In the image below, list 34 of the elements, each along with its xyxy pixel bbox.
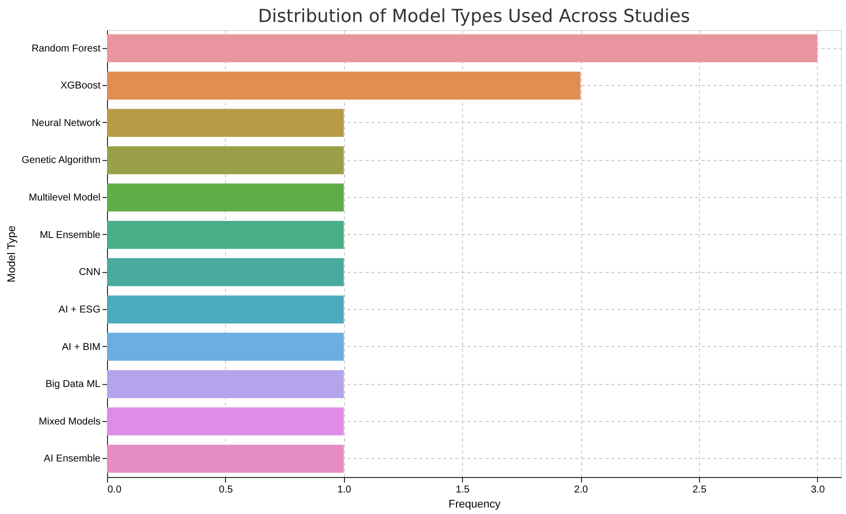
bar xyxy=(107,184,344,212)
x-axis-title: Frequency xyxy=(448,498,501,510)
bar xyxy=(107,370,344,398)
x-tick-label: 1.5 xyxy=(456,484,470,496)
bar xyxy=(107,146,344,174)
y-tick-label: Multilevel Model xyxy=(28,192,100,204)
bar xyxy=(107,444,344,473)
y-tick-label: ML Ensemble xyxy=(40,230,101,241)
y-tick-label: Neural Network xyxy=(32,118,102,129)
y-tick-label: Genetic Algorithm xyxy=(22,155,100,166)
y-tick-label: Mixed Models xyxy=(38,416,100,428)
x-tick-label: 0.5 xyxy=(218,484,234,496)
y-tick-label: AI + BIM xyxy=(62,342,100,353)
x-tick-label: 3.0 xyxy=(810,484,826,496)
y-tick-label: XGBoost xyxy=(60,80,101,92)
x-tick-label: 1.0 xyxy=(337,484,352,496)
y-tick-label: AI Ensemble xyxy=(44,454,101,465)
bar xyxy=(107,220,344,249)
y-axis-title: Model Type xyxy=(6,226,18,282)
chart-title: Distribution of Model Types Used Across Studies xyxy=(258,6,690,27)
bar xyxy=(107,258,344,286)
y-tick-label: Big Data ML xyxy=(45,379,101,390)
bar xyxy=(107,108,344,137)
x-tick-label: 2.0 xyxy=(574,484,588,496)
bar xyxy=(107,407,344,436)
y-tick-label: Random Forest xyxy=(32,43,101,54)
y-tick-label: AI + ESG xyxy=(58,304,101,316)
bar xyxy=(107,295,344,324)
y-tick-label: CNN xyxy=(78,267,100,278)
bar xyxy=(107,34,818,62)
x-tick-label: 2.5 xyxy=(692,484,707,496)
x-tick-label: 0.0 xyxy=(108,484,122,496)
bar xyxy=(107,332,344,361)
bar xyxy=(107,72,581,100)
